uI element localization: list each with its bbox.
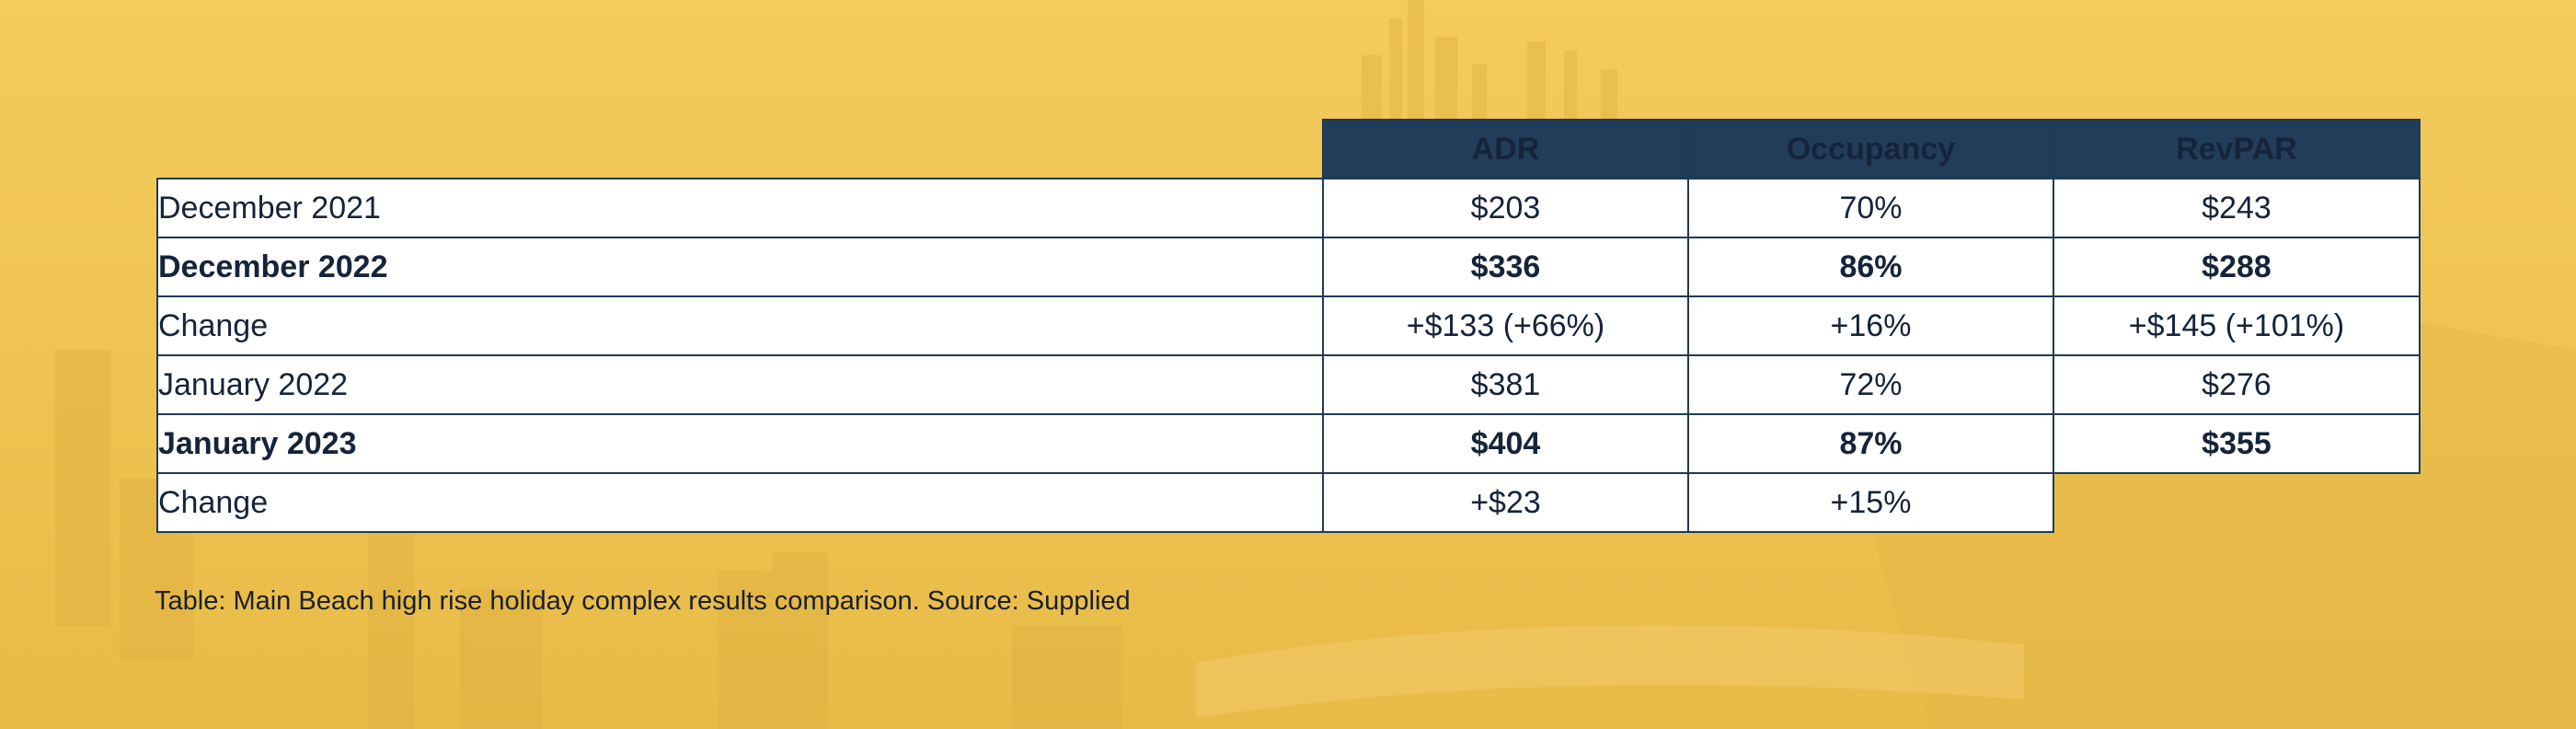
row-label: Change bbox=[156, 472, 1324, 533]
row-label: January 2022 bbox=[156, 354, 1324, 415]
occupancy-cell: +15% bbox=[1687, 472, 2054, 533]
row-label: December 2021 bbox=[156, 178, 1324, 238]
revpar-cell: +$145 (+101%) bbox=[2053, 295, 2421, 356]
adr-cell: +$23 bbox=[1322, 472, 1689, 533]
adr-cell: $203 bbox=[1322, 178, 1689, 238]
header-revpar: RevPAR bbox=[2053, 119, 2421, 179]
results-table: ADR Occupancy RevPAR December 2021 $203 … bbox=[156, 119, 2421, 533]
row-label: Change bbox=[156, 295, 1324, 356]
occupancy-cell: 70% bbox=[1687, 178, 2054, 238]
table-row: January 2023 $404 87% $355 bbox=[156, 413, 2421, 474]
table-row: December 2022 $336 86% $288 bbox=[156, 237, 2421, 297]
table-caption: Table: Main Beach high rise holiday comp… bbox=[155, 586, 1131, 616]
adr-cell: $404 bbox=[1322, 413, 1689, 474]
revpar-cell: $288 bbox=[2053, 237, 2421, 297]
row-label: January 2023 bbox=[156, 413, 1324, 474]
table-row: Change +$133 (+66%) +16% +$145 (+101%) bbox=[156, 295, 2421, 356]
occupancy-cell: +16% bbox=[1687, 295, 2054, 356]
adr-cell: $336 bbox=[1322, 237, 1689, 297]
adr-cell: +$133 (+66%) bbox=[1322, 295, 1689, 356]
occupancy-cell: 72% bbox=[1687, 354, 2054, 415]
revpar-cell: $243 bbox=[2053, 178, 2421, 238]
revpar-cell: $355 bbox=[2053, 413, 2421, 474]
header-adr: ADR bbox=[1322, 119, 1689, 179]
header-empty-cell bbox=[157, 120, 1323, 179]
adr-cell: $381 bbox=[1322, 354, 1689, 415]
table-row: Change +$23 +15% bbox=[156, 472, 2420, 533]
table-row: January 2022 $381 72% $276 bbox=[156, 354, 2421, 415]
row-label: December 2022 bbox=[156, 237, 1324, 297]
occupancy-cell: 86% bbox=[1687, 237, 2054, 297]
table-header-row: ADR Occupancy RevPAR bbox=[157, 119, 2421, 179]
revpar-cell: $276 bbox=[2053, 354, 2421, 415]
table-row: December 2021 $203 70% $243 bbox=[156, 178, 2421, 238]
revpar-cell-empty bbox=[2053, 473, 2420, 532]
occupancy-cell: 87% bbox=[1687, 413, 2054, 474]
header-occupancy: Occupancy bbox=[1687, 119, 2054, 179]
